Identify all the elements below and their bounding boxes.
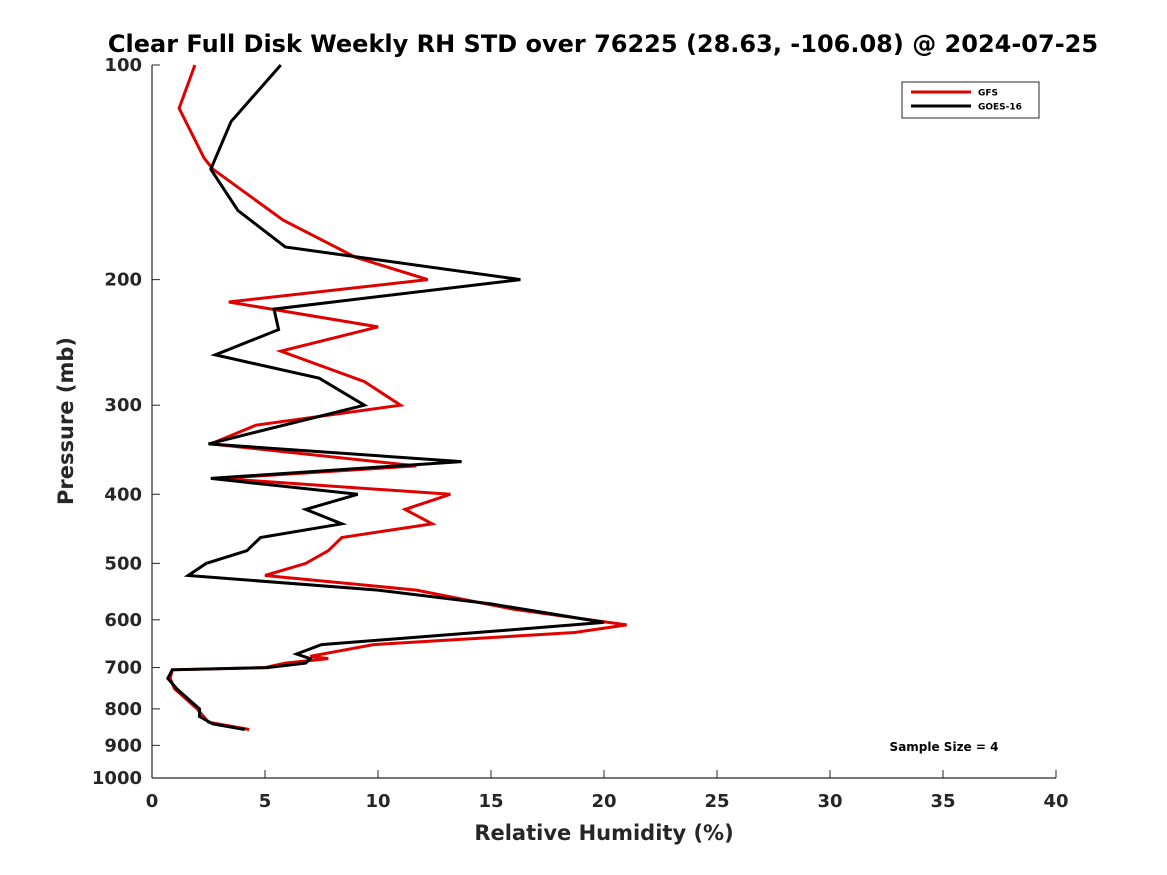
y-tick-label: 500	[104, 553, 142, 574]
x-tick-label: 5	[259, 791, 272, 812]
x-tick-label: 10	[365, 791, 390, 812]
chart-title: Clear Full Disk Weekly RH STD over 76225…	[108, 30, 1098, 58]
series-layer	[165, 64, 627, 731]
y-axis-label: Pressure (mb)	[54, 337, 78, 505]
x-tick-label: 40	[1043, 791, 1068, 812]
y-tick-label: 600	[104, 610, 142, 631]
legend: GFS GOES-16	[901, 81, 1040, 119]
legend-label-goes-16: GOES-16	[978, 103, 1022, 113]
x-tick-label: 35	[930, 791, 955, 812]
x-tick-label: 30	[817, 791, 842, 812]
y-tick-label: 800	[104, 699, 142, 720]
y-tick-label: 400	[104, 484, 142, 505]
legend-box	[901, 81, 1040, 119]
y-tick-label: 100	[104, 55, 142, 76]
y-tick-label: 300	[104, 395, 142, 416]
sample-size-annotation: Sample Size = 4	[890, 740, 999, 754]
y-tick-label: 200	[104, 270, 142, 291]
y-tick-label: 700	[104, 658, 142, 679]
x-tick-label: 20	[591, 791, 616, 812]
x-tick-label: 15	[478, 791, 503, 812]
axes: 0 5 10 15 20 25 30 35 40 100 200 300 400 500 600 700 800…	[92, 55, 1069, 812]
x-tick-label: 25	[704, 791, 729, 812]
legend-label-gfs: GFS	[978, 89, 998, 99]
x-tick-label: 0	[146, 791, 159, 812]
y-tick-label: 900	[104, 735, 142, 756]
x-axis-label: Relative Humidity (%)	[474, 821, 733, 845]
series-line-goes-16	[165, 64, 605, 731]
y-tick-label: 1000	[92, 768, 142, 789]
